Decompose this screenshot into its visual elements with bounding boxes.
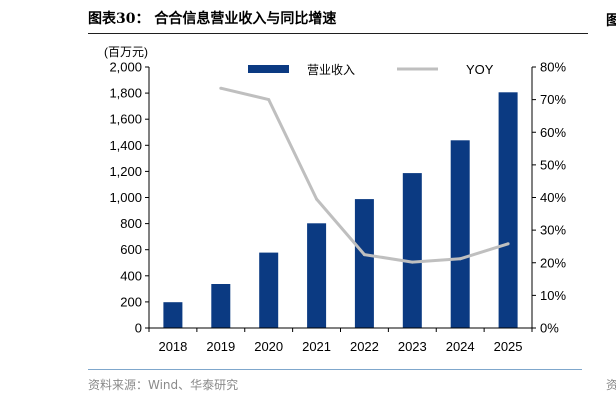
bar-2023 — [402, 173, 422, 328]
yoy-point-2021 — [315, 197, 319, 201]
bar-2019 — [211, 284, 231, 328]
yoy-point-2024 — [458, 257, 462, 261]
yoy-point-2022 — [362, 253, 366, 257]
chart-title: 图表30： 合合信息营业收入与同比增速 — [88, 11, 337, 27]
right-tick-label: 40% — [540, 190, 566, 205]
right-tick-label: 70% — [540, 92, 566, 107]
right-tick-label: 10% — [540, 288, 566, 303]
left-tick-label: 1,600 — [109, 112, 142, 127]
yoy-point-2025 — [506, 242, 510, 246]
x-tick-label: 2023 — [398, 339, 427, 354]
right-tick-label: 30% — [540, 223, 566, 238]
left-tick-label: 600 — [120, 242, 142, 257]
x-tick-label: 2025 — [494, 339, 523, 354]
legend-line-label: YOY — [466, 62, 494, 77]
left-tick-label: 1,400 — [109, 138, 142, 153]
yoy-point-2019 — [219, 86, 223, 90]
left-tick-label: 1,200 — [109, 164, 142, 179]
left-tick-label: 200 — [120, 294, 142, 309]
left-tick-label: 1,000 — [109, 190, 142, 205]
left-tick-label: 1,800 — [109, 86, 142, 101]
right-tick-label: 50% — [540, 157, 566, 172]
legend-bar-swatch — [248, 65, 289, 73]
x-tick-label: 2024 — [446, 339, 475, 354]
source-note: 资料来源：Wind、华泰研究 — [88, 378, 239, 392]
bar-2020 — [259, 252, 279, 328]
bar-2021 — [307, 223, 327, 328]
x-tick-label: 2020 — [254, 339, 283, 354]
yoy-point-2023 — [410, 260, 414, 264]
x-tick-label: 2022 — [350, 339, 379, 354]
bar-2022 — [354, 199, 374, 328]
left-tick-label: 0 — [135, 321, 142, 336]
yoy-point-2020 — [267, 98, 271, 102]
bar-2024 — [450, 140, 470, 328]
source-divider — [88, 369, 582, 370]
left-tick-label: 400 — [120, 268, 142, 283]
right-tick-label: 0% — [540, 321, 559, 336]
right-tick-label: 60% — [540, 125, 566, 140]
legend-bar-label: 营业收入 — [307, 63, 355, 77]
bar-2018 — [163, 302, 183, 328]
left-axis-unit: (百万元) — [104, 45, 148, 59]
left-tick-label: 800 — [120, 216, 142, 231]
x-tick-label: 2018 — [158, 339, 187, 354]
left-tick-label: 2,000 — [109, 60, 142, 75]
right-tick-label: 80% — [540, 60, 566, 75]
cropped-neighbor-title: 图 — [606, 13, 616, 29]
right-tick-label: 20% — [540, 255, 566, 270]
x-tick-label: 2019 — [206, 339, 235, 354]
cropped-neighbor-source: 资 — [606, 378, 616, 392]
title-divider — [88, 33, 588, 34]
bar-2025 — [498, 92, 518, 328]
x-tick-label: 2021 — [302, 339, 331, 354]
